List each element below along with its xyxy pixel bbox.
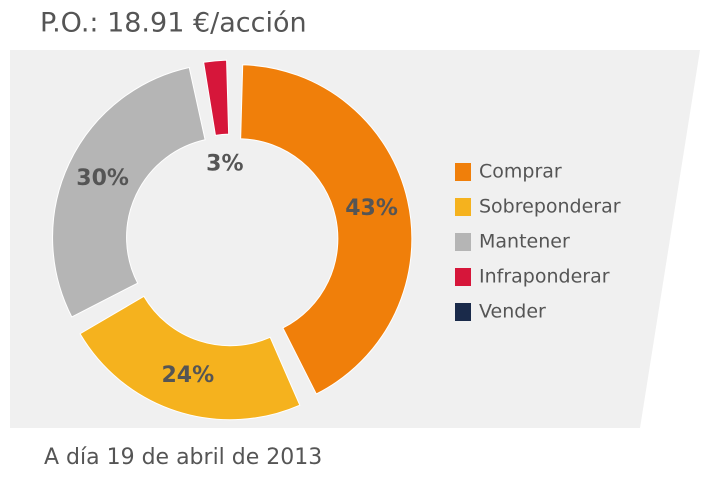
legend-label: Sobreponderar [479, 196, 621, 218]
legend-label: Infraponderar [479, 266, 610, 288]
legend-swatch [455, 198, 471, 216]
slice-label: 3% [206, 151, 243, 176]
date-note: A día 19 de abril de 2013 [44, 445, 322, 470]
slice-label: 30% [76, 166, 129, 191]
legend-swatch [455, 268, 471, 286]
donut-slice [203, 59, 230, 136]
legend-swatch [455, 233, 471, 251]
legend-swatch [455, 303, 471, 321]
legend-label: Comprar [479, 161, 562, 183]
donut-slice [79, 295, 301, 421]
slice-label: 24% [161, 363, 214, 388]
legend-label: Vender [479, 301, 546, 323]
legend-label: Mantener [479, 231, 570, 253]
donut-slice [240, 64, 413, 395]
slice-label: 43% [345, 196, 398, 221]
legend-swatch [455, 163, 471, 181]
chart-title: P.O.: 18.91 €/acción [40, 8, 307, 39]
donut-slice [52, 66, 206, 318]
